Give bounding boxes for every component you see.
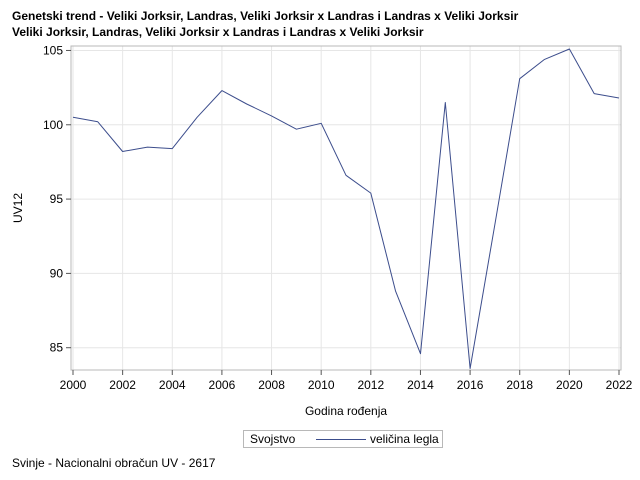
data-point xyxy=(493,223,496,226)
legend-title: Svojstvo xyxy=(250,432,296,446)
x-tick-label: 2004 xyxy=(159,378,186,392)
axes: 2000 2002 2004 2006 2008 2010 2012 2014 2016 2018… xyxy=(43,43,633,392)
y-tick-label: 105 xyxy=(43,43,63,57)
series-line xyxy=(72,48,620,369)
data-point xyxy=(121,150,124,153)
data-point xyxy=(419,352,422,355)
data-point xyxy=(345,174,348,177)
x-tick-label: 2020 xyxy=(556,378,583,392)
data-point xyxy=(72,116,75,119)
legend-entry-label: veličina legla xyxy=(370,432,439,446)
x-tick-label: 2012 xyxy=(357,378,384,392)
data-point xyxy=(369,192,372,195)
x-tick-label: 2010 xyxy=(308,378,335,392)
x-tick-label: 2022 xyxy=(606,378,633,392)
data-point xyxy=(618,97,621,100)
data-point xyxy=(171,147,174,150)
plot-area-frame xyxy=(70,45,622,371)
grid xyxy=(71,46,621,370)
x-tick-label: 2016 xyxy=(457,378,484,392)
x-tick-label: 2018 xyxy=(506,378,533,392)
data-point xyxy=(444,101,447,104)
data-point xyxy=(146,146,149,149)
y-tick-label: 100 xyxy=(43,118,63,132)
x-tick-label: 2008 xyxy=(258,378,285,392)
data-point xyxy=(245,102,248,105)
data-point xyxy=(518,77,521,80)
x-axis-title: Godina rođenja xyxy=(305,404,387,418)
x-tick-label: 2002 xyxy=(109,378,136,392)
y-tick-label: 90 xyxy=(50,266,64,280)
data-point xyxy=(295,128,298,131)
chart-title-line-1: Genetski trend - Veliki Jorksir, Landras… xyxy=(12,9,519,23)
data-point xyxy=(96,120,99,123)
footnote: Svinje - Nacionalni obračun UV - 2617 xyxy=(12,456,216,470)
data-point xyxy=(568,47,571,50)
data-point xyxy=(469,367,472,370)
chart-title-line-2: Veliki Jorksir, Landras, Veliki Jorksir … xyxy=(12,25,424,39)
y-tick-label: 85 xyxy=(50,341,64,355)
data-point xyxy=(196,116,199,119)
y-axis-title: UV12 xyxy=(11,193,25,223)
series-layer xyxy=(72,47,621,370)
data-point xyxy=(220,89,223,92)
data-point xyxy=(543,58,546,61)
data-point xyxy=(593,92,596,95)
y-tick-label: 95 xyxy=(50,192,64,206)
data-point xyxy=(320,122,323,125)
x-tick-label: 2014 xyxy=(407,378,434,392)
data-point xyxy=(394,290,397,293)
legend-line-swatch xyxy=(316,439,366,440)
x-tick-label: 2000 xyxy=(60,378,87,392)
x-tick-label: 2006 xyxy=(209,378,236,392)
data-point xyxy=(270,114,273,117)
legend: Svojstvo veličina legla xyxy=(243,430,443,448)
